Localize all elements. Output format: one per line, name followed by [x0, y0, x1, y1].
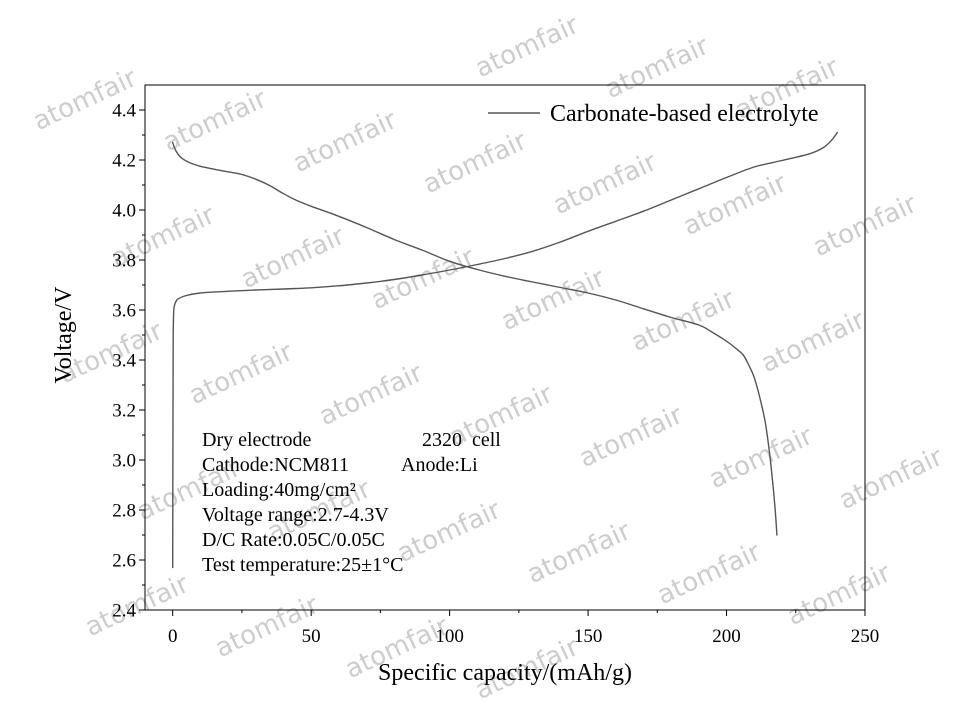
watermark-text: atomfair	[393, 495, 506, 569]
annotation-text: Loading:40mg/cm²	[202, 479, 356, 501]
y-tick-label: 3.4	[112, 351, 136, 372]
y-tick-label: 4.0	[112, 201, 136, 222]
watermark-text: atomfair	[705, 421, 818, 495]
watermark-text: atomfair	[497, 263, 610, 337]
series-line	[172, 141, 778, 536]
watermark-text: atomfair	[757, 305, 870, 379]
x-tick-label: 100	[435, 626, 464, 647]
legend: Carbonate-based electrolyte	[488, 101, 819, 127]
watermark-text: atomfair	[315, 358, 428, 432]
y-tick-label: 2.4	[112, 601, 136, 622]
annotation-text: Voltage range:2.7-4.3V	[202, 504, 389, 526]
watermark-text: atomfair	[367, 242, 480, 316]
x-tick-label: 200	[712, 626, 741, 647]
series-layer	[172, 131, 838, 569]
x-tick-label: 150	[574, 626, 603, 647]
y-tick-label: 3.8	[112, 251, 136, 272]
watermark-text: atomfair	[653, 537, 766, 611]
watermark-text: atomfair	[185, 337, 298, 411]
y-tick-label: 3.0	[112, 451, 136, 472]
y-axis-label: Voltage/V	[51, 286, 77, 384]
x-tick-label: 50	[302, 626, 321, 647]
watermark-text: atomfair	[549, 147, 662, 221]
watermark-text: atomfair	[523, 516, 636, 590]
x-axis: 0 50 100 150 200 250	[168, 610, 879, 647]
y-tick-label: 4.4	[112, 101, 136, 122]
x-axis-label: Specific capacity/(mAh/g)	[378, 660, 632, 686]
watermark-text: atomfair	[783, 558, 896, 632]
watermark-text: atomfair	[471, 10, 584, 84]
watermark-text: atomfair	[575, 400, 688, 474]
watermark-text: atomfair	[419, 126, 532, 200]
watermark-text: atomfair	[835, 442, 948, 516]
legend-label: Carbonate-based electrolyte	[550, 101, 819, 127]
annotation-text: Cathode:NCM811	[202, 454, 349, 476]
series-line	[172, 131, 838, 569]
annotation-text: Dry electrode	[202, 429, 312, 451]
watermark-text: atomfair	[159, 84, 272, 158]
y-tick-label: 3.6	[112, 301, 136, 322]
plot-frame	[144, 84, 866, 611]
watermark-text: atomfair	[679, 168, 792, 242]
y-tick-label: 3.2	[112, 401, 136, 422]
watermark-text: atomfair	[237, 221, 350, 295]
annotation-text: Anode:Li	[401, 454, 478, 476]
y-tick-label: 4.2	[112, 151, 136, 172]
x-tick-label: 0	[168, 626, 178, 647]
annotation-text: D/C Rate:0.05C/0.05C	[202, 529, 385, 551]
annotation-text: Test temperature:25±1°C	[202, 554, 403, 576]
x-tick-label: 250	[851, 626, 880, 647]
y-tick-label: 2.6	[112, 551, 136, 572]
watermark-text: atomfair	[601, 31, 714, 105]
annotation-text: 2320 cell	[422, 429, 501, 451]
watermark-text: atomfair	[289, 105, 402, 179]
y-tick-label: 2.8	[112, 501, 136, 522]
annotation-block: Dry electrode 2320 cell Cathode:NCM811 A…	[202, 429, 501, 576]
y-axis: 2.4 2.6 2.8 3.0 3.2 3.4 3.6 3.8 4.0 4.2 4.4	[112, 101, 145, 622]
